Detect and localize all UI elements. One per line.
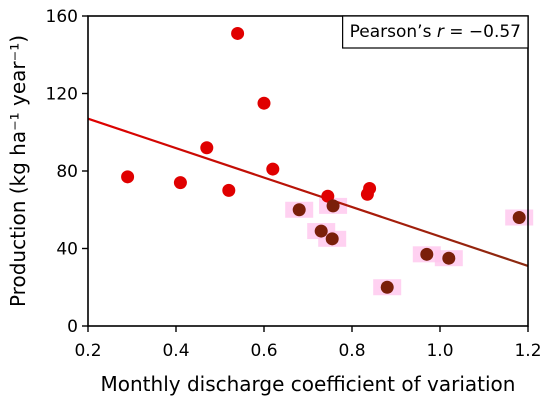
data-point <box>512 211 526 224</box>
data-points <box>121 26 526 294</box>
correlation-annotation: Pearson’s r = −0.57 <box>350 22 521 42</box>
annotation-box: Pearson’s r = −0.57 <box>342 15 529 49</box>
data-point <box>222 183 236 197</box>
point-highlights <box>285 197 534 296</box>
y-tick-label: 40 <box>56 240 78 260</box>
data-point <box>200 141 214 155</box>
y-axis-ticks: 0 40 80 120 160 <box>46 7 88 337</box>
data-point <box>173 176 187 190</box>
y-tick-label: 160 <box>46 7 78 27</box>
x-tick-label: 1.0 <box>426 341 453 361</box>
data-point <box>257 96 271 110</box>
annotation-prefix: Pearson’s <box>350 22 437 42</box>
data-point <box>380 280 394 294</box>
data-point <box>326 199 340 213</box>
y-tick-label: 0 <box>67 317 78 337</box>
plot-frame <box>87 15 529 327</box>
data-point <box>363 181 377 195</box>
data-point <box>292 203 306 217</box>
data-point <box>442 251 456 265</box>
data-point <box>231 26 245 40</box>
y-axis-title: Production (kg ha⁻¹ year⁻¹) <box>6 35 30 307</box>
x-tick-label: 0.2 <box>74 341 101 361</box>
data-point <box>325 232 339 246</box>
x-axis-ticks: 0.2 0.4 0.6 0.8 1.0 1.2 <box>74 326 542 361</box>
trend-line <box>87 117 529 267</box>
x-tick-label: 1.2 <box>514 341 541 361</box>
data-point <box>314 224 328 238</box>
x-tick-label: 0.6 <box>250 341 277 361</box>
data-point <box>420 247 434 261</box>
data-point <box>121 170 135 184</box>
annotation-symbol: r <box>437 22 445 42</box>
y-tick-label: 120 <box>46 85 78 105</box>
y-tick-label: 80 <box>56 162 78 182</box>
x-tick-label: 0.4 <box>162 341 189 361</box>
data-point <box>321 189 335 203</box>
annotation-suffix: = −0.57 <box>444 22 521 42</box>
data-point <box>266 162 280 176</box>
x-tick-label: 0.8 <box>338 341 365 361</box>
x-axis-title: Monthly discharge coefficient of variati… <box>101 372 516 396</box>
